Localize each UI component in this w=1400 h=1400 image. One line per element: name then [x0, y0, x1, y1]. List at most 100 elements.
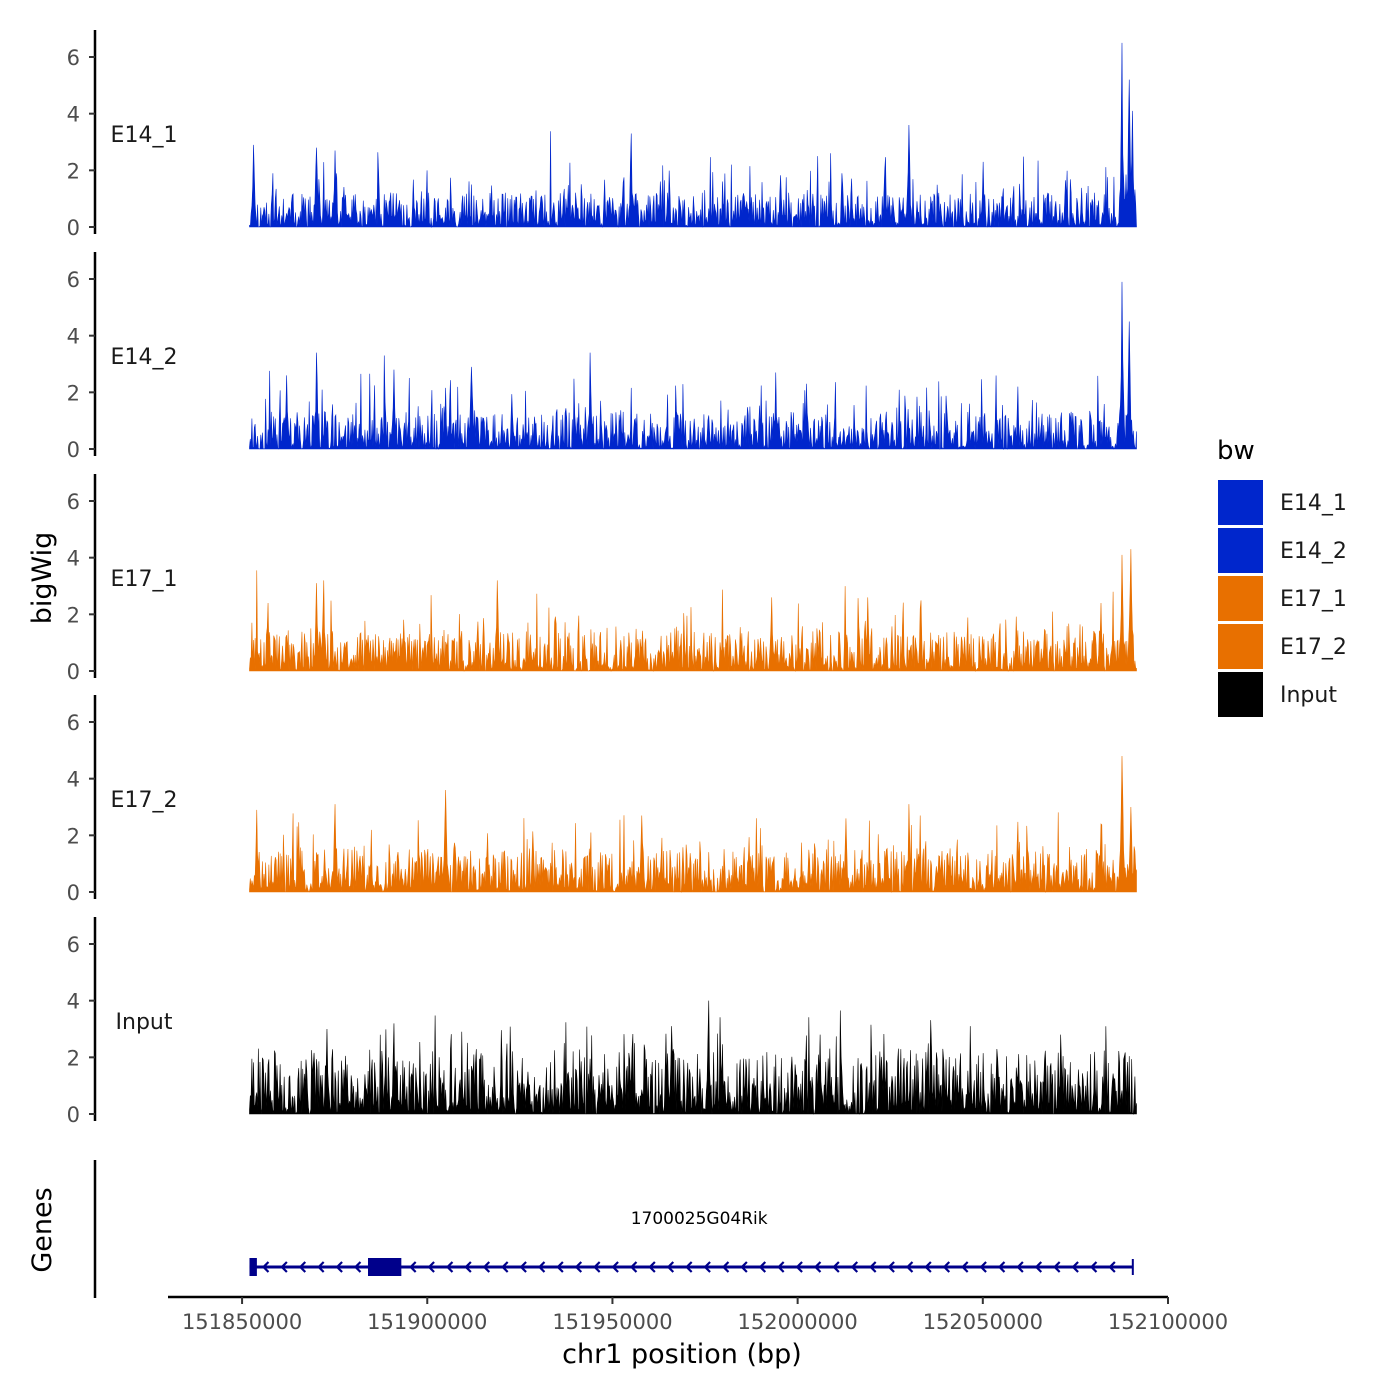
- y-tick-label: 4: [67, 990, 80, 1014]
- y-tick-label: 4: [67, 103, 80, 127]
- legend-swatch: [1218, 576, 1263, 621]
- legend: bw E14_1 E14_2 E17_1 E17_2 Input: [1217, 436, 1347, 717]
- strand-arrow: [317, 1261, 325, 1273]
- x-tick-label: 152000000: [738, 1310, 858, 1334]
- y-tick-label: 2: [67, 603, 80, 627]
- strand-arrow: [795, 1261, 803, 1273]
- gene-track: 1700025G04Rik: [93, 1160, 1134, 1298]
- strand-arrow: [648, 1261, 656, 1273]
- strand-arrow: [942, 1261, 951, 1273]
- track-label: Input: [116, 1010, 173, 1035]
- strand-arrow: [979, 1261, 987, 1273]
- y-tick-label: 4: [67, 768, 80, 792]
- strand-arrow: [1034, 1261, 1043, 1273]
- strand-arrow: [556, 1261, 564, 1273]
- strand-arrow: [850, 1261, 859, 1273]
- y-tick-label: 6: [67, 711, 80, 735]
- strand-arrow: [353, 1261, 362, 1273]
- y-axis-title: bigWig: [27, 532, 58, 625]
- track-label: E17_1: [111, 567, 178, 592]
- track-label: E14_2: [111, 345, 178, 370]
- y-tick-label: 6: [67, 268, 80, 292]
- track-e14-2: 0 2 4 6 E14_2: [67, 252, 1137, 462]
- x-tick-label: 151950000: [552, 1310, 672, 1334]
- strand-arrow: [1053, 1261, 1061, 1273]
- signal-area: [249, 281, 1137, 451]
- legend-swatch: [1218, 528, 1263, 573]
- strand-arrow: [261, 1261, 270, 1273]
- strand-arrow: [574, 1261, 583, 1273]
- y-tick-label: 6: [67, 490, 80, 514]
- strand-arrow: [519, 1261, 527, 1273]
- strand-arrow: [777, 1261, 785, 1273]
- bigwig-tracks: 0 2 4 6 E14_1 0 2 4 6 E14_2 0 2 4 6 E17_1 0 2 4 6 E17_2 0 2 4 6…: [67, 30, 1137, 1127]
- gene-name-label: 1700025G04Rik: [631, 1209, 768, 1229]
- y-tick-label: 4: [67, 325, 80, 349]
- legend-swatch: [1218, 672, 1263, 717]
- strand-arrow: [464, 1261, 472, 1273]
- strand-arrow: [611, 1261, 619, 1273]
- x-tick-label: 151850000: [182, 1310, 302, 1334]
- legend-label: E14_2: [1280, 539, 1347, 564]
- strand-arrow: [758, 1261, 767, 1273]
- legend-swatch: [1218, 624, 1263, 669]
- signal-area: [249, 1000, 1137, 1115]
- y-tick-label: 4: [67, 547, 80, 571]
- track-e17-2: 0 2 4 6 E17_2: [67, 695, 1137, 905]
- strand-arrow: [813, 1261, 822, 1273]
- y-tick-label: 0: [67, 881, 80, 905]
- strand-arrow: [1108, 1261, 1116, 1273]
- y-tick-label: 2: [67, 159, 80, 183]
- strand-arrow: [1016, 1261, 1024, 1273]
- track-e17-1: 0 2 4 6 E17_1: [67, 474, 1137, 684]
- strand-arrow: [537, 1261, 546, 1273]
- legend-swatch: [1218, 480, 1263, 525]
- strand-arrow: [280, 1261, 288, 1273]
- genes-track-title: Genes: [27, 1187, 58, 1272]
- strand-arrow: [997, 1261, 1006, 1273]
- strand-arrow: [1071, 1261, 1079, 1273]
- strand-arrow: [335, 1261, 343, 1273]
- x-tick-label: 151900000: [367, 1310, 487, 1334]
- strand-arrow: [1089, 1261, 1098, 1273]
- x-tick-label: 152100000: [1108, 1310, 1228, 1334]
- y-tick-label: 6: [67, 933, 80, 957]
- y-tick-label: 0: [67, 438, 80, 462]
- legend-label: Input: [1280, 683, 1337, 708]
- legend-label: E17_1: [1280, 587, 1347, 612]
- strand-arrow: [482, 1261, 491, 1273]
- y-tick-label: 2: [67, 381, 80, 405]
- y-tick-label: 0: [67, 660, 80, 684]
- strand-arrow: [905, 1261, 914, 1273]
- track-e14-1: 0 2 4 6 E14_1: [67, 30, 1137, 240]
- exon: [368, 1258, 402, 1276]
- strand-arrow: [924, 1261, 932, 1273]
- y-tick-label: 0: [67, 1103, 80, 1127]
- legend-label: E17_2: [1280, 635, 1347, 660]
- strand-arrow: [740, 1261, 748, 1273]
- track-label: E14_1: [111, 123, 178, 148]
- y-tick-label: 2: [67, 1046, 80, 1070]
- strand-arrow: [445, 1261, 454, 1273]
- strand-arrow: [629, 1261, 638, 1273]
- signal-area: [249, 549, 1137, 673]
- exon: [249, 1258, 257, 1276]
- y-tick-label: 6: [67, 46, 80, 70]
- strand-arrow: [593, 1261, 601, 1273]
- strand-arrow: [721, 1261, 730, 1273]
- track-input: 0 2 4 6 Input: [67, 917, 1137, 1127]
- strand-arrow: [666, 1261, 675, 1273]
- signal-area: [249, 42, 1137, 229]
- strand-arrow: [703, 1261, 711, 1273]
- strand-arrow: [501, 1261, 509, 1273]
- x-tick-label: 152050000: [923, 1310, 1043, 1334]
- strand-arrow: [887, 1261, 895, 1273]
- strand-arrow: [427, 1261, 435, 1273]
- legend-title: bw: [1217, 436, 1255, 466]
- legend-label: E14_1: [1280, 491, 1347, 516]
- strand-arrow: [832, 1261, 840, 1273]
- track-label: E17_2: [111, 788, 178, 813]
- signal-area: [249, 755, 1137, 894]
